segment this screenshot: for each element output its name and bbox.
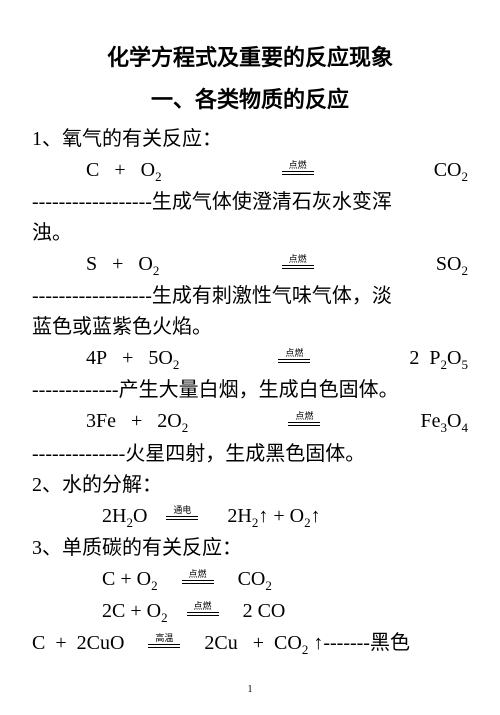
sub: 2 <box>302 642 309 657</box>
equation-5: 2H2O 通电 2H2↑ + O2↑ <box>32 501 468 533</box>
arrow-icon: 通电 <box>166 505 198 520</box>
eq1-o2: O <box>141 159 155 181</box>
equation-4: 3Fe + 2O2 点燃 Fe3O4 <box>32 406 468 438</box>
arrow-icon: 点燃 <box>187 601 219 616</box>
arrow-icon: 点燃 <box>278 348 310 363</box>
equation-2: S + O2 点燃 SO2 <box>32 249 468 281</box>
o: O <box>447 347 461 369</box>
plus: + <box>273 505 284 527</box>
eq8-cuo: 2CuO <box>77 632 125 654</box>
equation-6: C + O2 点燃 CO2 <box>32 564 468 596</box>
condition: 点燃 <box>187 601 219 611</box>
plus: + <box>55 632 66 654</box>
arrow-icon: 点燃 <box>288 411 320 426</box>
equation-1: C + O2 点燃 CO2 <box>32 155 468 187</box>
eq8-cu: 2Cu <box>204 632 237 654</box>
up: ↑ <box>313 632 323 654</box>
sub: 2 <box>153 263 160 278</box>
desc-2a: ------------------生成有刺激性气味气体，淡 <box>32 281 468 312</box>
sub: 2 <box>173 357 180 372</box>
condition: 点燃 <box>278 348 310 358</box>
section-1-heading: 1、氧气的有关反应： <box>32 124 468 155</box>
desc-3: -------------产生大量白烟，生成白色固体。 <box>32 375 468 406</box>
eq1-rhs: CO <box>434 159 462 181</box>
sub: 2 <box>151 578 158 593</box>
condition: 点燃 <box>182 569 214 579</box>
doc-subtitle: 一、各类物质的反应 <box>32 82 468 114</box>
plus: + <box>112 253 123 275</box>
sub: 2 <box>462 169 469 184</box>
plus: + <box>114 159 125 181</box>
sub: 2 <box>161 610 168 625</box>
doc-title: 化学方程式及重要的反应现象 <box>32 40 468 72</box>
desc-1b: 浊。 <box>32 218 468 249</box>
eq5-r2: O <box>290 505 304 527</box>
eq1-lhs: C <box>86 159 99 181</box>
condition: 高温 <box>148 633 180 643</box>
arrow-icon: 点燃 <box>282 160 314 175</box>
section-3-heading: 3、单质碳的有关反应： <box>32 533 468 564</box>
eq4-rhs: Fe <box>421 410 441 432</box>
desc-1a: ------------------生成气体使澄清石灰水变浑 <box>32 187 468 218</box>
sub: 2 <box>182 420 189 435</box>
arrow-icon: 点燃 <box>282 254 314 269</box>
up: ↑ <box>311 505 321 527</box>
sub: 2 <box>155 169 162 184</box>
sub: 4 <box>462 420 469 435</box>
equation-7: 2C + O2 点燃 2 CO <box>32 596 468 628</box>
eq3-lhs: 4P <box>86 347 107 369</box>
sub: 2 <box>265 578 272 593</box>
sub: 5 <box>462 357 469 372</box>
eq6-rhs: CO <box>238 568 266 590</box>
arrow-icon: 高温 <box>148 633 180 648</box>
plus: + <box>131 410 142 432</box>
eq6-lhs: C + O <box>102 568 151 590</box>
document-page: 化学方程式及重要的反应现象 一、各类物质的反应 1、氧气的有关反应： C + O… <box>0 0 500 715</box>
o: O <box>133 505 147 527</box>
plus: + <box>253 632 264 654</box>
condition: 通电 <box>166 505 198 515</box>
page-number: 1 <box>32 684 468 695</box>
eq7-lhs: 2C + O <box>102 600 161 622</box>
eq3-coef: 2 <box>409 347 419 369</box>
eq2-rhs: SO <box>436 253 462 275</box>
o: O <box>447 410 461 432</box>
condition: 点燃 <box>288 411 320 421</box>
eq2-lhs: S <box>86 253 97 275</box>
eq7-rhs: 2 CO <box>243 600 286 622</box>
equation-3: 4P + 5O2 点燃 2 P2O5 <box>32 343 468 375</box>
equation-8: C + 2CuO 高温 2Cu + CO2 ↑-------黑色 <box>32 628 468 660</box>
eq4-o2: 2O <box>157 410 181 432</box>
eq5-r1: 2H <box>227 505 251 527</box>
arrow-icon: 点燃 <box>182 569 214 584</box>
eq3-rhs: P <box>429 347 440 369</box>
eq8-tail: -------黑色 <box>323 632 410 654</box>
eq8-co2: CO <box>274 632 302 654</box>
up: ↑ <box>258 505 268 527</box>
desc-2b: 蓝色或蓝紫色火焰。 <box>32 312 468 343</box>
condition: 点燃 <box>282 254 314 264</box>
plus: + <box>122 347 133 369</box>
desc-4: --------------火星四射，生成黑色固体。 <box>32 439 468 470</box>
eq4-lhs: 3Fe <box>86 410 116 432</box>
sub: 2 <box>462 263 469 278</box>
eq3-o2: 5O <box>148 347 172 369</box>
eq5-lhs: 2H <box>102 505 126 527</box>
condition: 点燃 <box>282 160 314 170</box>
eq2-o2: O <box>138 253 152 275</box>
section-2-heading: 2、水的分解： <box>32 470 468 501</box>
eq8-c: C <box>32 632 45 654</box>
